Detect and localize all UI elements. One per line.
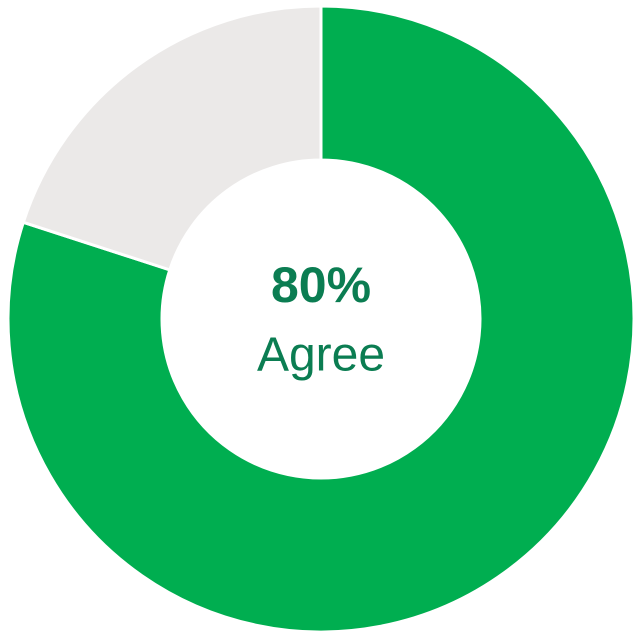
donut-slice (6, 4, 633, 632)
center-label: Agree (257, 329, 385, 382)
center-value: 80% (271, 257, 371, 313)
donut-slice (21, 4, 323, 272)
